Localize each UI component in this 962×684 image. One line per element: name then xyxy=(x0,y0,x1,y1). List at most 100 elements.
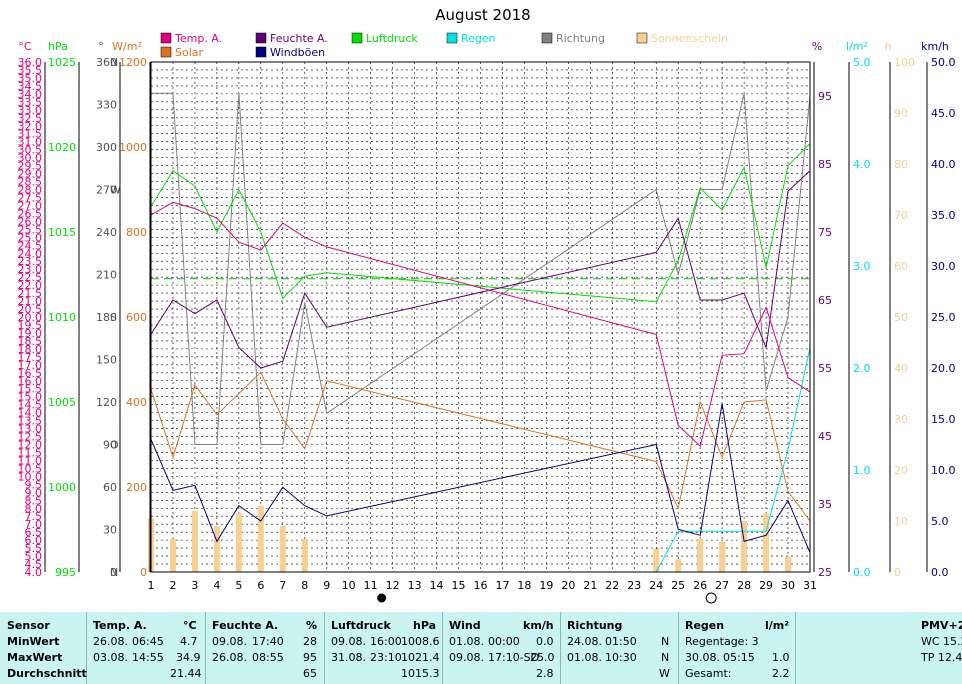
axis-tick-richtung: 330 xyxy=(96,99,117,112)
axis-tick-sonnenschein: 100 xyxy=(894,56,915,69)
axis-tick-temp: 7.0 xyxy=(25,518,43,531)
stats-pmv-wc: WC 15.2 xyxy=(921,635,962,648)
axis-tick-sonnenschein: 0 xyxy=(894,566,901,579)
stats-wind-min-value: 0.0 xyxy=(536,635,554,648)
axis-tick-temp: 24.0 xyxy=(18,247,43,260)
x-tick-label: 26 xyxy=(693,579,707,592)
stats-regen-max-date: 30.08. xyxy=(685,651,720,664)
legend-label-feuchte: Feuchte A. xyxy=(270,32,328,45)
axis-tick-temp: 15.0 xyxy=(18,391,43,404)
axis-tick-regen: 0.0 xyxy=(853,566,871,579)
axis-tick-temp: 17.0 xyxy=(18,359,43,372)
axis-tick-temp: 4.0 xyxy=(25,566,43,579)
axis-tick-sonnenschein: 40 xyxy=(894,362,908,375)
stats-feuchte-min-date: 09.08. xyxy=(212,635,247,648)
axis-tick-temp: 23.5 xyxy=(18,255,43,268)
axis-tick-regen: 3.0 xyxy=(853,260,871,273)
axis-tick-sonnenschein: 30 xyxy=(894,413,908,426)
sonnenschein-bar xyxy=(719,541,726,572)
x-tick-label: 16 xyxy=(474,579,488,592)
axis-tick-temp: 25.0 xyxy=(18,231,43,244)
axis-tick-regen: 5.0 xyxy=(853,56,871,69)
stats-wind-avg: 2.8 xyxy=(536,667,554,680)
axis-unit-label: km/h xyxy=(921,40,949,53)
stats-regen-header: Regen xyxy=(685,619,725,632)
axis-tick-temp: 29.5 xyxy=(18,160,43,173)
axis-tick-temp: 28.0 xyxy=(18,184,43,197)
axis-tick-feuchte: 85 xyxy=(818,158,832,171)
legend-swatch-solar xyxy=(160,46,172,58)
axis-tick-temp: 24.5 xyxy=(18,239,43,252)
x-tick-label: 4 xyxy=(213,579,220,592)
axis-tick-temp: 13.0 xyxy=(18,423,43,436)
full-moon-icon xyxy=(705,592,717,604)
axis-tick-temp: 25.5 xyxy=(18,223,43,236)
x-tick-label: 15 xyxy=(452,579,466,592)
axis-tick-sonnenschein: 60 xyxy=(894,260,908,273)
axis-tick-temp: 6.0 xyxy=(25,534,43,547)
stats-temp-min-time: 06:45 xyxy=(132,635,164,648)
legend-swatch-richtung xyxy=(541,32,553,44)
series-line-solar xyxy=(150,371,811,522)
stats-luftdruck-max-date: 31.08. xyxy=(331,651,366,664)
axis-tick-solar: 200 xyxy=(126,481,147,494)
sonnenschein-bar xyxy=(235,513,242,572)
x-axis-ticks: 1 2 3 4 5 6 7 8 9 10 11 12 13 14 15 16 17 18 19 20 21 22 23 24 2… xyxy=(148,579,818,592)
sonnenschein-bar xyxy=(675,559,682,572)
stats-temp-min-value: 4.7 xyxy=(180,635,198,648)
axis-tick-temp: 14.5 xyxy=(18,399,43,412)
axis-tick-temp: 10.0 xyxy=(18,470,43,483)
stats-temp-max-time: 14:55 xyxy=(132,651,164,664)
legend-label-sonnenschein: Sonnenschein xyxy=(651,32,728,45)
sonnenschein-bar xyxy=(763,513,770,572)
x-tick-label: 24 xyxy=(649,579,663,592)
axis-compass-label: N xyxy=(110,566,118,579)
axis-tick-luftdruck: 1025 xyxy=(48,56,76,69)
axis-tick-temp: 15.5 xyxy=(18,383,43,396)
axis-tick-richtung: 90 xyxy=(103,439,117,452)
x-tick-label: 23 xyxy=(627,579,641,592)
axis-tick-regen: 2.0 xyxy=(853,362,871,375)
axis-tick-temp: 21.5 xyxy=(18,287,43,300)
x-tick-label: 10 xyxy=(342,579,356,592)
axis-tick-luftdruck: 1020 xyxy=(48,141,76,154)
axis-tick-feuchte: 35 xyxy=(818,498,832,511)
axis-unit-label: ° xyxy=(98,40,104,53)
axis-tick-luftdruck: 1000 xyxy=(48,481,76,494)
stats-luftdruck-avg: 1015.3 xyxy=(401,667,440,680)
axis-tick-luftdruck: 1015 xyxy=(48,226,76,239)
axis-tick-feuchte: 75 xyxy=(818,226,832,239)
x-tick-label: 2 xyxy=(169,579,176,592)
axis-tick-temp: 6.5 xyxy=(25,526,43,539)
stats-regen-unit: l/m² xyxy=(765,619,790,632)
legend-swatch-windboen xyxy=(255,46,267,58)
axis-tick-richtung: 30 xyxy=(103,524,117,537)
stats-luftdruck-min-date: 09.08. xyxy=(331,635,366,648)
x-tick-label: 28 xyxy=(737,579,751,592)
axis-tick-temp: 20.0 xyxy=(18,311,43,324)
stats-richtung-max-value: N xyxy=(661,651,670,664)
axis-tick-richtung: 240 xyxy=(96,226,117,239)
axis-tick-temp: 8.5 xyxy=(25,494,43,507)
stats-temp-max-date: 03.08. xyxy=(93,651,128,664)
axis-tick-temp: 12.5 xyxy=(18,431,43,444)
axis-tick-temp: 14.0 xyxy=(18,407,43,420)
x-tick-label: 27 xyxy=(715,579,729,592)
axis-tick-temp: 11.5 xyxy=(18,446,43,459)
axis-tick-sonnenschein: 90 xyxy=(894,107,908,120)
axis-tick-temp: 28.5 xyxy=(18,176,43,189)
stats-row-avg-label: Durchschnitt xyxy=(7,667,87,680)
axis-tick-wind: 45.0 xyxy=(931,107,956,120)
axis-tick-richtung: 180 xyxy=(96,311,117,324)
legend-label-richtung: Richtung xyxy=(556,32,605,45)
moon-phase-icons xyxy=(377,592,717,604)
stats-feuchte-min-value: 28 xyxy=(303,635,317,648)
stats-wind-min-time: 00:00 xyxy=(488,635,520,648)
stats-luftdruck-max-time: 23:10 xyxy=(370,651,402,664)
axis-tick-temp: 27.0 xyxy=(18,199,43,212)
sonnenschein-bar xyxy=(301,538,308,572)
axis-tick-temp: 33.5 xyxy=(18,96,43,109)
axis-tick-temp: 13.5 xyxy=(18,415,43,428)
stats-luftdruck-min-value: 1008.6 xyxy=(401,635,440,648)
sonnenschein-bar xyxy=(741,521,748,572)
